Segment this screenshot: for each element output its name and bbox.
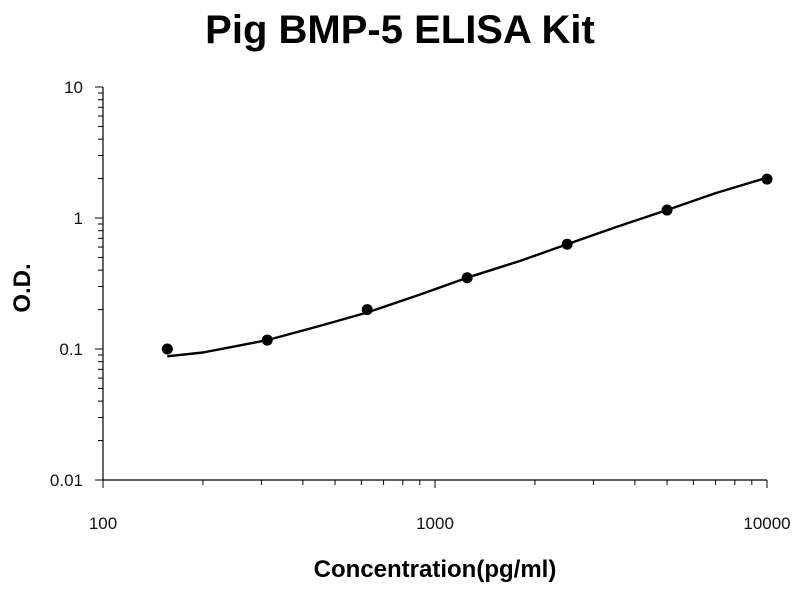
data-points: [161, 173, 773, 355]
data-point: [661, 204, 673, 216]
data-point: [561, 238, 573, 250]
y-tick-label: 10: [64, 78, 83, 97]
fit-curve: [167, 176, 768, 358]
axes: 10 1 0.1 0.01 100 1000 10000: [50, 78, 791, 533]
data-point: [161, 343, 173, 355]
x-tick-label: 10000: [743, 514, 790, 533]
chart-title: Pig BMP-5 ELISA Kit: [205, 8, 595, 52]
y-tick-label: 1: [74, 209, 83, 228]
data-point: [261, 334, 273, 346]
data-point: [461, 272, 473, 284]
y-tick-label: 0.01: [50, 471, 83, 490]
data-point: [761, 173, 773, 185]
x-tick-label: 1000: [416, 514, 454, 533]
x-tick-label: 100: [89, 514, 117, 533]
data-point: [361, 304, 373, 316]
x-axis-label: Concentration(pg/ml): [313, 556, 557, 583]
y-tick-label: 0.1: [59, 340, 83, 359]
fit-curve-layer: [167, 176, 768, 358]
